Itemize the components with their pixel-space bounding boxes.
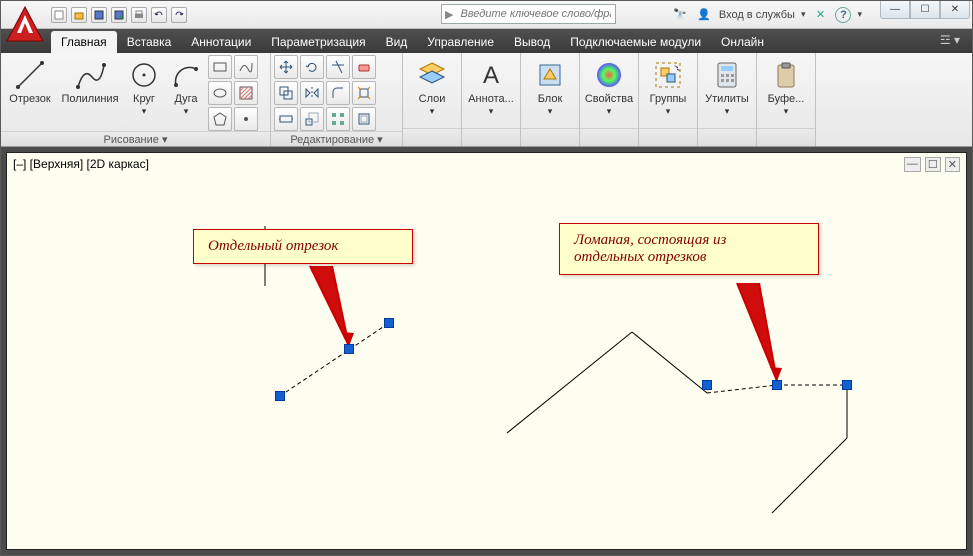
viewport-maximize-icon[interactable]: ☐ bbox=[925, 157, 941, 172]
rotate-icon[interactable] bbox=[300, 55, 324, 79]
panel-utilities: Утилиты▾ bbox=[698, 53, 757, 146]
polygon-icon[interactable] bbox=[208, 107, 232, 131]
panel-properties: Свойства▾ bbox=[580, 53, 639, 146]
app-window: Чертеж2.dwg ▶ 🔭 👤 Вход в службы ▾ ✕ ? ▾ … bbox=[0, 0, 973, 556]
groups-button[interactable]: Группы▾ bbox=[642, 55, 694, 117]
print-icon[interactable] bbox=[131, 7, 147, 23]
move-icon[interactable] bbox=[274, 55, 298, 79]
title-right-cluster: 🔭 👤 Вход в службы ▾ ✕ ? ▾ bbox=[671, 6, 862, 24]
panel-draw: Отрезок Полилиния Круг▾ Дуга▾ bbox=[1, 53, 271, 146]
svg-text:A: A bbox=[483, 62, 499, 89]
trim-icon[interactable] bbox=[326, 55, 350, 79]
panel-groups: Группы▾ bbox=[639, 53, 698, 146]
rectangle-icon[interactable] bbox=[208, 55, 232, 79]
search-input[interactable] bbox=[456, 8, 615, 20]
panel-draw-title[interactable]: Рисование ▾ bbox=[1, 131, 270, 146]
user-icon[interactable]: 👤 bbox=[695, 6, 713, 24]
viewport-controls: — ☐ ✕ bbox=[904, 157, 960, 172]
signin-link[interactable]: Вход в службы bbox=[719, 9, 795, 21]
tab-output[interactable]: Вывод bbox=[504, 31, 560, 53]
open-icon[interactable] bbox=[71, 7, 87, 23]
callout-single-segment: Отдельный отрезок bbox=[193, 229, 413, 264]
panel-modify: Редактирование ▾ bbox=[271, 53, 403, 146]
draw-small-buttons bbox=[208, 55, 258, 131]
new-icon[interactable] bbox=[51, 7, 67, 23]
utilities-button[interactable]: Утилиты▾ bbox=[701, 55, 753, 117]
viewport-label[interactable]: [–] [Верхняя] [2D каркас] bbox=[13, 157, 149, 171]
minimize-button[interactable]: — bbox=[880, 1, 910, 19]
drawing-canvas[interactable]: [–] [Верхняя] [2D каркас] — ☐ ✕ Отдельны… bbox=[6, 152, 967, 550]
clipboard-icon bbox=[770, 59, 802, 91]
window-controls: — ☐ ✕ bbox=[880, 1, 970, 19]
offset-icon[interactable] bbox=[352, 107, 376, 131]
arc-icon bbox=[170, 59, 202, 91]
save-icon[interactable] bbox=[91, 7, 107, 23]
search-box[interactable]: ▶ bbox=[441, 4, 616, 24]
tab-home[interactable]: Главная bbox=[51, 31, 117, 53]
tab-view[interactable]: Вид bbox=[376, 31, 418, 53]
viewport-close-icon[interactable]: ✕ bbox=[945, 157, 960, 172]
saveas-icon[interactable] bbox=[111, 7, 127, 23]
circle-button[interactable]: Круг▾ bbox=[124, 55, 164, 117]
point-icon[interactable] bbox=[234, 107, 258, 131]
quick-access-toolbar bbox=[51, 7, 187, 23]
redo-icon[interactable] bbox=[171, 7, 187, 23]
panel-layers: Слои▾ bbox=[403, 53, 462, 146]
panel-clipboard: Буфе...▾ bbox=[757, 53, 816, 146]
document-area: [–] [Верхняя] [2D каркас] — ☐ ✕ Отдельны… bbox=[1, 147, 972, 555]
arc-button[interactable]: Дуга▾ bbox=[166, 55, 206, 117]
ribbon-tabs: Главная Вставка Аннотации Параметризация… bbox=[1, 29, 972, 53]
properties-button[interactable]: Свойства▾ bbox=[583, 55, 635, 117]
line-icon bbox=[14, 59, 46, 91]
tab-addins[interactable]: Подключаемые модули bbox=[560, 31, 711, 53]
app-menu-icon[interactable] bbox=[3, 1, 47, 45]
tab-parametric[interactable]: Параметризация bbox=[261, 31, 375, 53]
modify-buttons bbox=[274, 55, 376, 131]
polyline-button[interactable]: Полилиния bbox=[58, 55, 122, 105]
mirror-icon[interactable] bbox=[300, 81, 324, 105]
panel-block: Блок▾ bbox=[521, 53, 580, 146]
scale-icon[interactable] bbox=[300, 107, 324, 131]
stretch-icon[interactable] bbox=[274, 107, 298, 131]
clipboard-button[interactable]: Буфе...▾ bbox=[760, 55, 812, 117]
maximize-button[interactable]: ☐ bbox=[910, 1, 940, 19]
polyline-icon bbox=[74, 59, 106, 91]
calculator-icon bbox=[711, 59, 743, 91]
close-button[interactable]: ✕ bbox=[940, 1, 970, 19]
tab-manage[interactable]: Управление bbox=[417, 31, 504, 53]
circle-icon bbox=[128, 59, 160, 91]
line-button[interactable]: Отрезок bbox=[4, 55, 56, 105]
ellipse-icon[interactable] bbox=[208, 81, 232, 105]
explode-icon[interactable] bbox=[352, 81, 376, 105]
exchange-icon[interactable]: ✕ bbox=[811, 6, 829, 24]
callout-polyline: Ломаная, состоящая из отдельных отрезков bbox=[559, 223, 819, 275]
undo-icon[interactable] bbox=[151, 7, 167, 23]
tab-annotate[interactable]: Аннотации bbox=[181, 31, 261, 53]
groups-icon bbox=[652, 59, 684, 91]
layers-icon bbox=[416, 59, 448, 91]
block-button[interactable]: Блок▾ bbox=[524, 55, 576, 117]
array-icon[interactable] bbox=[326, 107, 350, 131]
ribbon: Отрезок Полилиния Круг▾ Дуга▾ bbox=[1, 53, 972, 147]
text-icon: A bbox=[475, 59, 507, 91]
tab-insert[interactable]: Вставка bbox=[117, 31, 182, 53]
viewport-minimize-icon[interactable]: — bbox=[904, 157, 921, 172]
binoculars-icon[interactable]: 🔭 bbox=[671, 6, 689, 24]
erase-icon[interactable] bbox=[352, 55, 376, 79]
help-icon[interactable]: ? bbox=[835, 7, 851, 23]
block-icon bbox=[534, 59, 566, 91]
copy-icon[interactable] bbox=[274, 81, 298, 105]
annotation-button[interactable]: A Аннота...▾ bbox=[465, 55, 517, 117]
geometry-overlay bbox=[7, 153, 966, 549]
panel-modify-title[interactable]: Редактирование ▾ bbox=[271, 131, 402, 146]
ribbon-expand-icon[interactable]: ☲ ▾ bbox=[940, 33, 960, 47]
spline-icon[interactable] bbox=[234, 55, 258, 79]
hatch-icon[interactable] bbox=[234, 81, 258, 105]
properties-icon bbox=[593, 59, 625, 91]
fillet-icon[interactable] bbox=[326, 81, 350, 105]
panel-annotation: A Аннота...▾ bbox=[462, 53, 521, 146]
title-bar: Чертеж2.dwg ▶ 🔭 👤 Вход в службы ▾ ✕ ? ▾ … bbox=[1, 1, 972, 29]
layers-button[interactable]: Слои▾ bbox=[406, 55, 458, 117]
tab-online[interactable]: Онлайн bbox=[711, 31, 774, 53]
